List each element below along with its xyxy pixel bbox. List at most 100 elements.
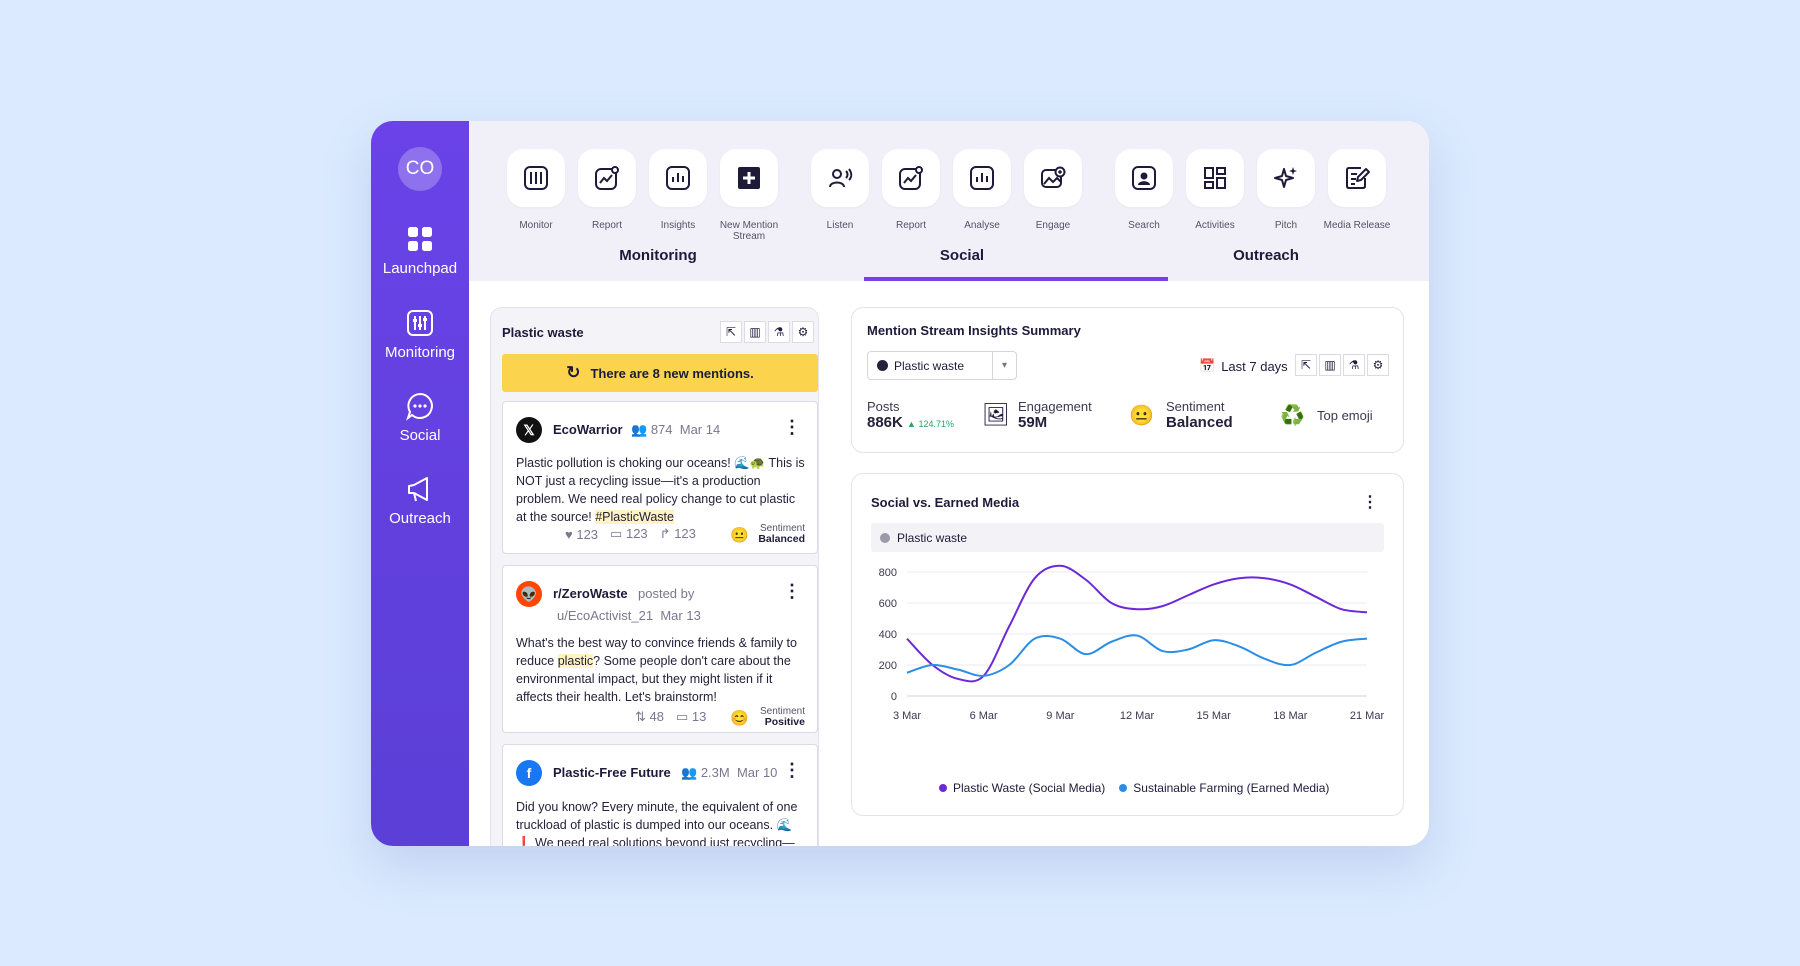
tool-social-report[interactable]: Report xyxy=(882,149,940,231)
post-body: What's the best way to convince friends … xyxy=(516,634,807,706)
post-user[interactable]: u/EcoActivist_21 xyxy=(557,608,654,623)
app-window: CO Launchpad Monitoring Social Outreach … xyxy=(371,121,1429,846)
tool-monitor[interactable]: Monitor xyxy=(507,149,565,231)
more-options-icon[interactable]: ⋮ xyxy=(1362,494,1378,511)
sidebar-item-monitoring[interactable]: Monitoring xyxy=(371,308,469,361)
y-tick-label: 800 xyxy=(879,567,897,579)
post-author[interactable]: Plastic-Free Future xyxy=(553,765,671,780)
bar-chart-icon xyxy=(666,166,690,190)
gear-icon[interactable]: ⚙ xyxy=(1367,354,1389,376)
more-options-icon[interactable]: ⋮ xyxy=(783,417,801,437)
top-toolbar: Monitor Report Insights New Mention Stre… xyxy=(469,121,1429,281)
post-followers: 874 xyxy=(650,422,673,437)
tool-activities[interactable]: Activities xyxy=(1186,149,1244,231)
post-stats: ♥ 123 ▭ 123 ↱ 123 xyxy=(565,526,696,542)
dashboard-icon xyxy=(1204,167,1226,189)
tool-label: Report xyxy=(895,220,926,231)
legend-label: Plastic Waste (Social Media) xyxy=(953,781,1106,795)
stream-select[interactable]: Plastic waste ▾ xyxy=(867,351,1017,380)
more-options-icon[interactable]: ⋮ xyxy=(783,760,801,780)
share-stat[interactable]: ↱ 123 xyxy=(660,526,696,542)
group-label-social[interactable]: Social xyxy=(939,247,985,264)
post-meta: 👥 2.3M Mar 10 xyxy=(681,765,777,781)
post-text: Plastic pollution is choking our oceans!… xyxy=(516,456,805,524)
flask-icon[interactable]: ⚗ xyxy=(768,321,790,343)
vote-stat[interactable]: ⇅ 48 xyxy=(635,709,664,725)
chevron-down-icon[interactable]: ▾ xyxy=(992,352,1016,379)
x-tick-label: 18 Mar xyxy=(1273,710,1308,722)
engage-image-icon xyxy=(1041,166,1066,188)
export-icon[interactable]: ⇱ xyxy=(720,321,742,343)
date-range-picker[interactable]: 📅 Last 7 days xyxy=(1199,358,1288,374)
sidebar-item-label: Monitoring xyxy=(384,344,456,361)
insights-summary-card: Mention Stream Insights Summary Plastic … xyxy=(851,307,1404,453)
bar-chart-icon[interactable]: ▥ xyxy=(1319,354,1341,376)
more-options-icon[interactable]: ⋮ xyxy=(783,581,801,601)
tool-engage[interactable]: Engage xyxy=(1024,149,1082,231)
legend-item-earned[interactable]: Sustainable Farming (Earned Media) xyxy=(1119,781,1329,795)
group-label-monitoring[interactable]: Monitoring xyxy=(619,247,697,264)
group-label-outreach[interactable]: Outreach xyxy=(1233,247,1299,264)
calendar-icon: 📅 xyxy=(1199,358,1216,373)
tool-label: Monitor xyxy=(519,220,553,231)
legend-label: Sustainable Farming (Earned Media) xyxy=(1133,781,1330,795)
post-posted-by: posted by xyxy=(638,586,695,601)
mention-post[interactable]: 𝕏 EcoWarrior 👥 874 Mar 14 ⋮ Plastic poll… xyxy=(502,401,818,554)
sidebar-item-social[interactable]: Social xyxy=(371,391,469,444)
legend-item-social[interactable]: Plastic Waste (Social Media) xyxy=(939,781,1105,795)
bar-chart-icon[interactable]: ▥ xyxy=(744,321,766,343)
comment-stat[interactable]: ▭ 13 xyxy=(676,709,706,725)
comment-icon: ▭ xyxy=(610,526,623,541)
tool-label: Analyse xyxy=(964,220,1000,231)
tool-report[interactable]: Report xyxy=(578,149,636,231)
x-tick-label: 3 Mar xyxy=(893,710,921,722)
tool-pitch[interactable]: Pitch xyxy=(1257,149,1315,231)
engagement-label: Engagement xyxy=(1018,399,1092,414)
series-line-social[interactable] xyxy=(906,564,1368,683)
top-emoji-label: Top emoji xyxy=(1317,408,1373,423)
reddit-logo-icon: 👽 xyxy=(516,581,542,607)
line-chart[interactable]: 0 200 400 600 800 3 Mar 6 Mar 9 Mar 12 Mar 15 Mar… xyxy=(852,474,1405,817)
posts-growth-value: 124.71% xyxy=(918,419,954,429)
mention-post[interactable]: f Plastic-Free Future 👥 2.3M Mar 10 ⋮ Di… xyxy=(502,744,818,846)
post-author[interactable]: r/ZeroWaste xyxy=(553,586,628,601)
gear-icon[interactable]: ⚙ xyxy=(792,321,814,343)
report-chart-icon xyxy=(899,166,923,190)
x-tick-label: 21 Mar xyxy=(1350,710,1385,722)
like-count: 123 xyxy=(576,526,599,542)
tool-analyse[interactable]: Analyse xyxy=(953,149,1011,231)
post-date: Mar 13 xyxy=(660,608,701,623)
edit-document-icon xyxy=(1346,167,1370,189)
new-mentions-text: There are 8 new mentions. xyxy=(590,365,754,381)
comment-count: 123 xyxy=(625,526,648,541)
sentiment-label: Sentiment xyxy=(759,706,805,717)
posts-label: Posts xyxy=(867,399,900,414)
sidebar: CO Launchpad Monitoring Social Outreach xyxy=(371,121,469,846)
y-tick-label: 400 xyxy=(879,629,897,641)
sidebar-item-outreach[interactable]: Outreach xyxy=(371,474,469,527)
flask-icon[interactable]: ⚗ xyxy=(1343,354,1365,376)
comment-stat[interactable]: ▭ 123 xyxy=(610,526,648,542)
tool-new-mention-stream[interactable]: New Mention Stream xyxy=(720,149,778,242)
x-tick-label: 12 Mar xyxy=(1120,710,1155,722)
export-icon[interactable]: ⇱ xyxy=(1295,354,1317,376)
post-date: Mar 10 xyxy=(736,765,778,780)
y-tick-label: 200 xyxy=(879,660,897,672)
tool-search[interactable]: Search xyxy=(1115,149,1173,231)
x-logo-icon: 𝕏 xyxy=(516,417,542,443)
series-line-earned[interactable] xyxy=(906,634,1368,677)
new-mentions-banner[interactable]: ↻ There are 8 new mentions. xyxy=(502,354,818,392)
post-hashtag[interactable]: #PlasticWaste xyxy=(595,510,674,524)
sentiment-metric: Sentiment Balanced xyxy=(1166,399,1233,431)
tool-insights[interactable]: Insights xyxy=(649,149,707,231)
posts-growth: ▲ 124.71% xyxy=(907,419,954,429)
like-stat[interactable]: ♥ 123 xyxy=(565,527,598,542)
post-author[interactable]: EcoWarrior xyxy=(553,422,623,437)
tool-listen[interactable]: Listen xyxy=(811,149,869,231)
sidebar-item-launchpad[interactable]: Launchpad xyxy=(371,224,469,277)
summary-actions: ⇱ ▥ ⚗ ⚙ xyxy=(1295,354,1389,376)
chart-filter[interactable]: Plastic waste xyxy=(871,523,1384,552)
mention-post[interactable]: 👽 r/ZeroWaste posted by u/EcoActivist_21… xyxy=(502,565,818,733)
tool-media-release[interactable]: Media Release xyxy=(1324,149,1390,231)
avatar[interactable]: CO xyxy=(398,147,442,191)
